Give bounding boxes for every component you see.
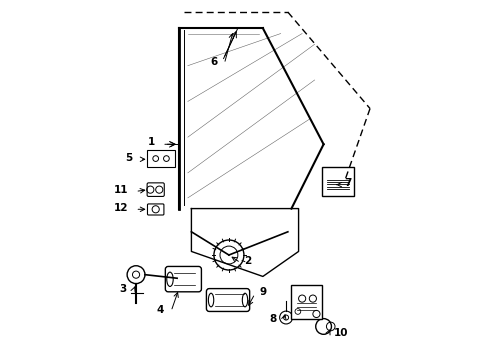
Text: 2: 2: [245, 256, 251, 266]
Text: 12: 12: [114, 203, 128, 213]
Text: 10: 10: [334, 328, 348, 338]
Text: 6: 6: [210, 58, 217, 67]
FancyBboxPatch shape: [147, 183, 164, 197]
Text: 11: 11: [114, 185, 128, 195]
FancyBboxPatch shape: [165, 266, 201, 292]
Text: 4: 4: [156, 305, 164, 315]
FancyBboxPatch shape: [206, 289, 249, 311]
Text: 5: 5: [125, 153, 132, 163]
Text: 8: 8: [269, 314, 276, 324]
FancyBboxPatch shape: [147, 150, 175, 167]
Text: 3: 3: [119, 284, 126, 294]
Text: 9: 9: [259, 287, 267, 297]
FancyBboxPatch shape: [147, 204, 164, 215]
FancyBboxPatch shape: [292, 285, 322, 319]
Text: 7: 7: [344, 178, 352, 188]
Text: 1: 1: [147, 138, 155, 148]
FancyBboxPatch shape: [322, 167, 354, 196]
